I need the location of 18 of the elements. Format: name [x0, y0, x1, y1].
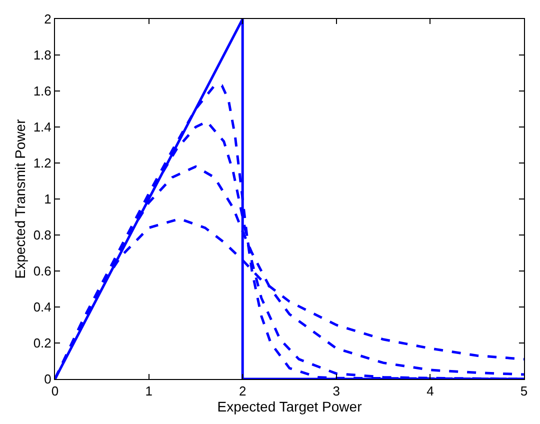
y-tick-label: 0.2 — [33, 336, 52, 351]
y-tick-label: 0.4 — [33, 300, 52, 315]
y-tick-label: 0.8 — [33, 228, 52, 243]
y-tick-label: 1.4 — [33, 120, 52, 135]
y-tick-label: 1.8 — [33, 48, 52, 63]
y-tick-label: 0.6 — [33, 264, 52, 279]
x-tick-label: 2 — [238, 384, 246, 399]
y-tick-label: 1.2 — [33, 156, 52, 171]
y-tick-label: 1 — [44, 192, 52, 207]
y-tick-label: 0 — [44, 372, 52, 387]
x-axis-title: Expected Target Power — [217, 398, 362, 415]
y-tick-label: 2 — [44, 12, 52, 27]
y-axis-title: Expected Transmit Power — [12, 118, 28, 279]
x-tick-label: 1 — [145, 384, 152, 399]
x-tick-label: 5 — [520, 384, 528, 399]
x-tick-label: 4 — [426, 384, 434, 399]
y-tick-label: 1.6 — [33, 84, 52, 99]
x-tick-label: 3 — [332, 384, 340, 399]
